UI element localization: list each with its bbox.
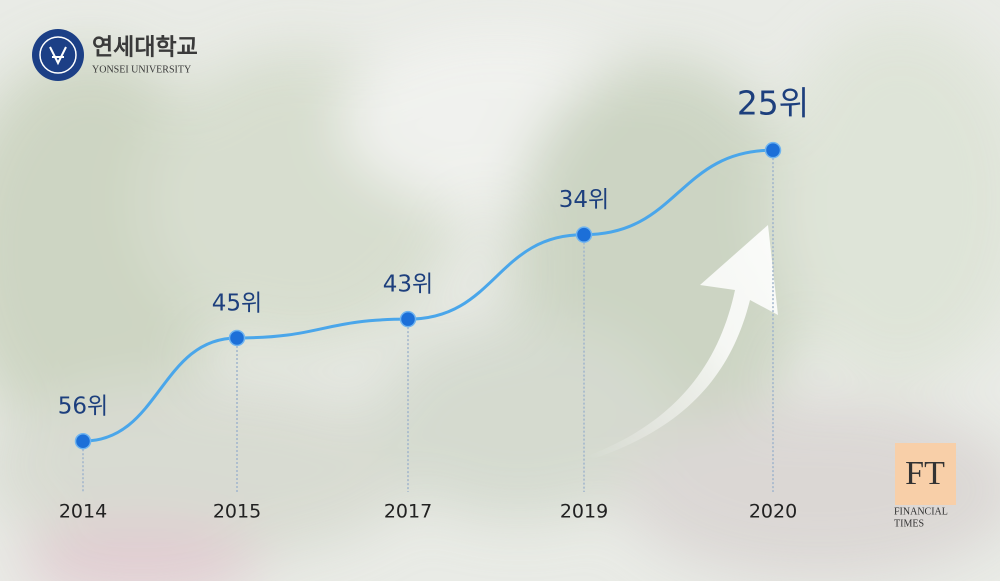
- x-tick-label: 2017: [384, 501, 432, 523]
- emblem-mark: [49, 46, 67, 66]
- university-logo: 연세대학교 YONSEI UNIVERSITY: [32, 29, 198, 81]
- value-label: 56위: [58, 394, 108, 420]
- university-name-en: YONSEI UNIVERSITY: [92, 64, 191, 75]
- ft-box: [895, 443, 956, 505]
- point: [74, 432, 92, 450]
- value-label: 34위: [559, 187, 609, 213]
- point: [399, 310, 417, 328]
- ft-name: TIMES: [894, 518, 924, 529]
- point: [764, 141, 782, 159]
- value-label: 25위: [737, 84, 809, 123]
- value-label: 43위: [383, 272, 433, 298]
- emblem-ring: [39, 36, 77, 74]
- university-name: 연세대학교: [92, 35, 198, 61]
- ft-name: FINANCIAL: [894, 506, 948, 517]
- x-tick-label: 2015: [213, 501, 261, 523]
- source-logo: FT FINANCIAL TIMES: [894, 443, 956, 529]
- ft-mark: FT: [905, 455, 945, 492]
- x-tick-label: 2014: [59, 501, 107, 523]
- point: [228, 329, 246, 347]
- x-tick-label: 2020: [749, 501, 797, 523]
- point: [575, 226, 593, 243]
- x-tick-label: 2019: [560, 501, 608, 523]
- arrow: [590, 225, 778, 460]
- value-label: 45위: [212, 290, 262, 316]
